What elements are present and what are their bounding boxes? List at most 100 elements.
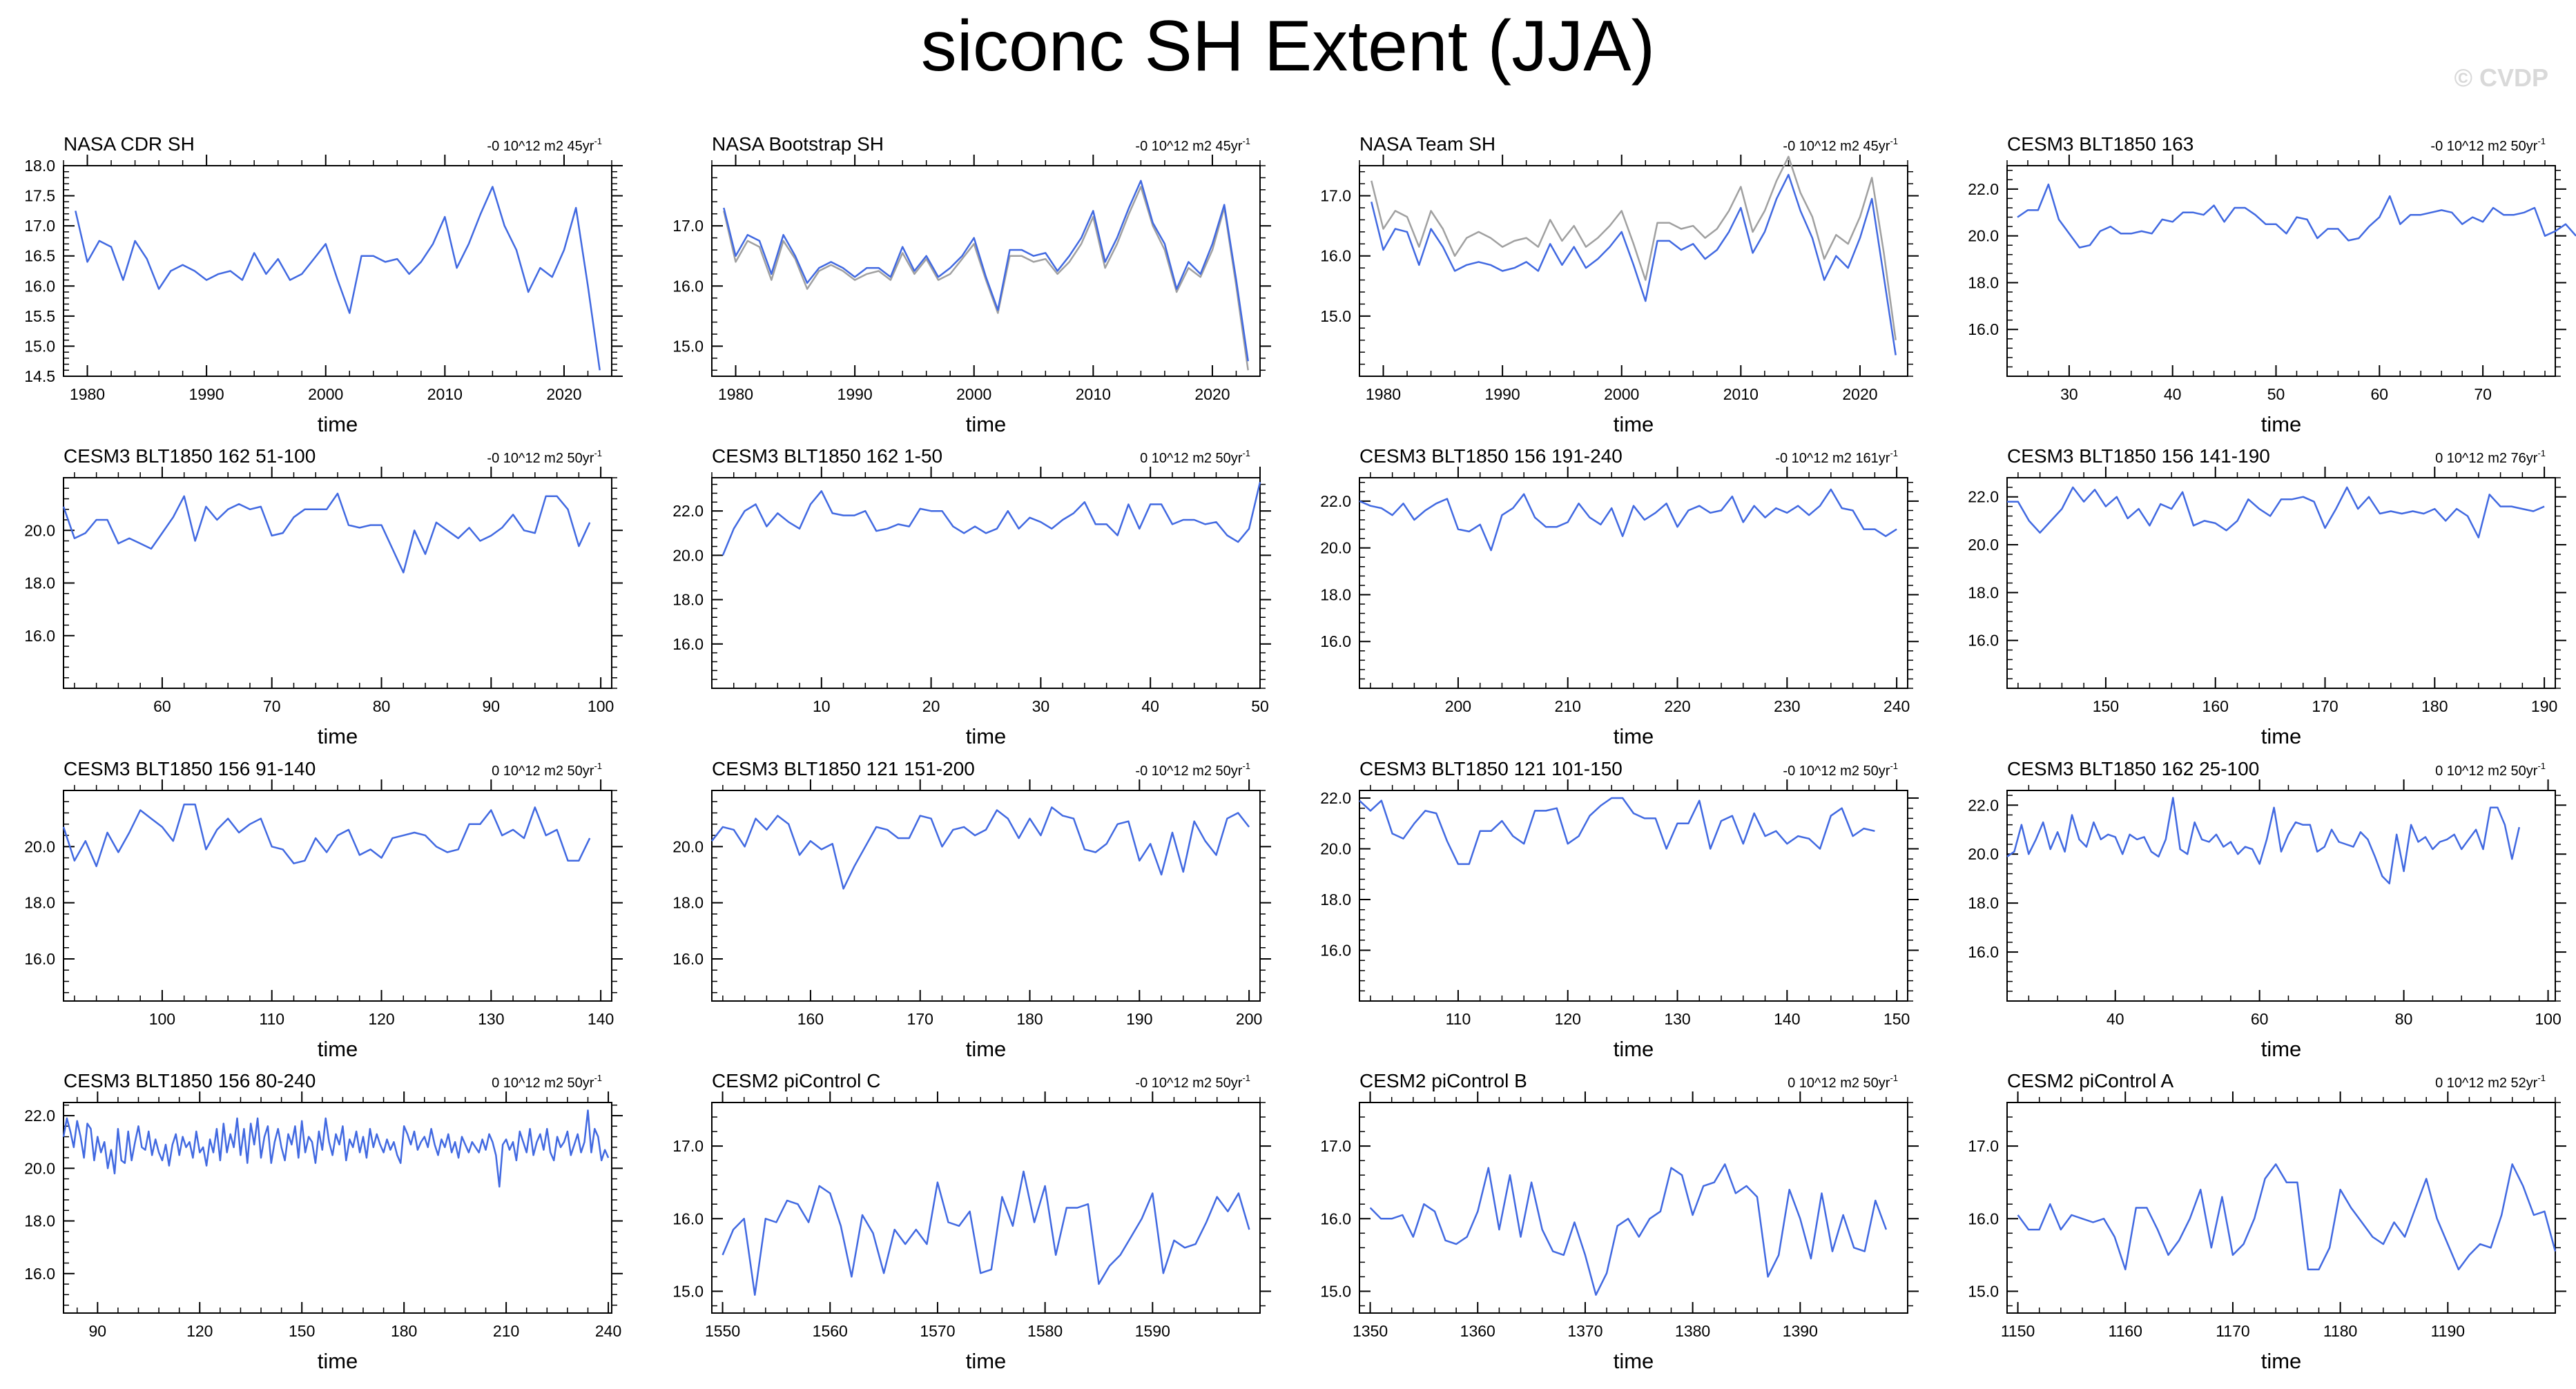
trend-label: -0 10^12 m2 45yr-1: [487, 136, 602, 154]
x-tick-label: 170: [907, 1010, 933, 1028]
chart-panel-11: CESM3 BLT1850 121 101-150 -0 10^12 m2 50y…: [1320, 758, 1919, 1061]
series-line-primary: [62, 804, 591, 868]
y-tick-label: 15.5: [24, 307, 55, 325]
x-axis-label: time: [2261, 412, 2302, 436]
plot-frame: [711, 165, 1261, 377]
x-axis-label: time: [318, 1037, 358, 1061]
x-tick-label: 40: [2164, 385, 2182, 403]
series-line-primary: [2017, 1163, 2557, 1271]
series-line-primary: [722, 1170, 1250, 1296]
panel-title: CESM3 BLT1850 162 1-50: [712, 445, 942, 467]
x-axis-label: time: [318, 724, 358, 748]
x-tick-label: 150: [2093, 697, 2119, 715]
x-tick-label: 1570: [920, 1322, 955, 1340]
x-tick-label: 160: [797, 1010, 824, 1028]
trend-label: -0 10^12 m2 50yr-1: [487, 448, 602, 466]
panel-title: CESM3 BLT1850 156 91-140: [64, 758, 316, 779]
x-tick-label: 190: [2531, 697, 2557, 715]
y-tick-label: 20.0: [672, 546, 704, 564]
x-tick-label: 180: [2421, 697, 2448, 715]
x-tick-label: 2000: [956, 385, 991, 403]
x-tick-label: 150: [1883, 1010, 1910, 1028]
trend-label: -0 10^12 m2 50yr-1: [1135, 1073, 1250, 1091]
x-axis-label: time: [2261, 1037, 2302, 1061]
x-tick-label: 180: [391, 1322, 417, 1340]
panel-title: CESM3 BLT1850 121 101-150: [1359, 758, 1623, 779]
figure-title: siconc SH Extent (JJA): [920, 6, 1656, 86]
x-tick-label: 100: [149, 1010, 175, 1028]
x-tick-label: 50: [2267, 385, 2285, 403]
y-tick-label: 20.0: [1320, 840, 1351, 858]
chart-panel-8: CESM3 BLT1850 156 141-190 0 10^12 m2 76yr…: [1968, 445, 2566, 748]
x-tick-label: 80: [373, 697, 391, 715]
y-tick-label: 18.0: [1968, 273, 1999, 291]
chart-panel-6: CESM3 BLT1850 162 1-50 0 10^12 m2 50yr-1 1…: [672, 445, 1271, 748]
y-tick-label: 20.0: [1968, 536, 1999, 554]
y-tick-label: 15.0: [1320, 1282, 1351, 1300]
y-tick-label: 16.0: [24, 950, 55, 968]
plot-frame: [1359, 165, 1908, 377]
x-tick-label: 240: [1883, 697, 1910, 715]
y-tick-label: 15.0: [672, 1282, 704, 1300]
series-line-primary: [711, 806, 1250, 890]
trend-label: 0 10^12 m2 50yr-1: [492, 761, 602, 779]
x-tick-label: 230: [1774, 697, 1800, 715]
y-tick-label: 18.0: [24, 157, 55, 175]
plot-frame: [63, 1102, 612, 1314]
x-tick-label: 1190: [2431, 1322, 2465, 1340]
x-tick-label: 1350: [1353, 1322, 1388, 1340]
x-axis-label: time: [966, 724, 1007, 748]
trend-label: 0 10^12 m2 52yr-1: [2435, 1073, 2546, 1091]
x-axis-label: time: [1614, 1037, 1654, 1061]
x-tick-label: 30: [1032, 697, 1050, 715]
x-tick-label: 100: [2535, 1010, 2561, 1028]
x-tick-label: 2000: [308, 385, 343, 403]
x-tick-label: 1390: [1783, 1322, 1818, 1340]
x-tick-label: 1990: [189, 385, 224, 403]
y-tick-label: 20.0: [1320, 539, 1351, 557]
plot-frame: [63, 165, 612, 377]
y-tick-label: 20.0: [672, 837, 704, 855]
x-tick-label: 210: [1555, 697, 1581, 715]
series-line-primary: [722, 482, 1261, 556]
y-tick-label: 22.0: [1968, 180, 1999, 198]
x-tick-label: 30: [2060, 385, 2078, 403]
x-tick-label: 1590: [1135, 1322, 1170, 1340]
y-tick-label: 16.0: [672, 950, 704, 968]
y-tick-label: 18.0: [672, 894, 704, 912]
y-tick-label: 15.0: [672, 337, 704, 355]
y-tick-label: 16.0: [672, 277, 704, 295]
series-line-primary: [1359, 488, 1897, 552]
trend-label: -0 10^12 m2 45yr-1: [1783, 136, 1898, 154]
plot-frame: [1359, 477, 1908, 689]
x-axis-label: time: [318, 412, 358, 436]
panel-title: NASA Team SH: [1359, 133, 1495, 155]
chart-panel-1: NASA CDR SH -0 10^12 m2 45yr-1 14.5 15.0 15.…: [24, 133, 623, 436]
x-tick-label: 140: [588, 1010, 614, 1028]
y-tick-label: 16.0: [672, 635, 704, 653]
series-line-primary: [75, 186, 601, 371]
x-tick-label: 130: [478, 1010, 504, 1028]
x-tick-label: 150: [289, 1322, 315, 1340]
y-tick-label: 16.5: [24, 247, 55, 265]
x-tick-label: 120: [1555, 1010, 1581, 1028]
y-tick-label: 17.0: [672, 1137, 704, 1155]
x-tick-label: 80: [2395, 1010, 2413, 1028]
trend-label: 0 10^12 m2 76yr-1: [2435, 448, 2546, 466]
y-tick-label: 16.0: [24, 277, 55, 295]
x-tick-label: 2020: [1194, 385, 1230, 403]
plot-frame: [63, 477, 612, 689]
chart-panel-3: NASA Team SH -0 10^12 m2 45yr-1 15.0 16.0 17…: [1320, 133, 1919, 436]
chart-panel-10: CESM3 BLT1850 121 151-200 -0 10^12 m2 50y…: [672, 758, 1271, 1061]
x-tick-label: 220: [1664, 697, 1690, 715]
x-tick-label: 40: [1141, 697, 1159, 715]
panel-title: CESM2 piControl A: [2007, 1070, 2174, 1091]
x-tick-label: 200: [1236, 1010, 1262, 1028]
trend-label: -0 10^12 m2 50yr-1: [1135, 761, 1250, 779]
x-tick-label: 120: [186, 1322, 213, 1340]
y-tick-label: 18.0: [1968, 894, 1999, 912]
x-tick-label: 50: [1251, 697, 1269, 715]
chart-panel-7: CESM3 BLT1850 156 191-240 -0 10^12 m2 161…: [1320, 445, 1919, 748]
chart-panel-16: CESM2 piControl A 0 10^12 m2 52yr-1 15.0 16…: [1968, 1070, 2566, 1373]
chart-panel-9: CESM3 BLT1850 156 91-140 0 10^12 m2 50yr-…: [24, 758, 623, 1061]
